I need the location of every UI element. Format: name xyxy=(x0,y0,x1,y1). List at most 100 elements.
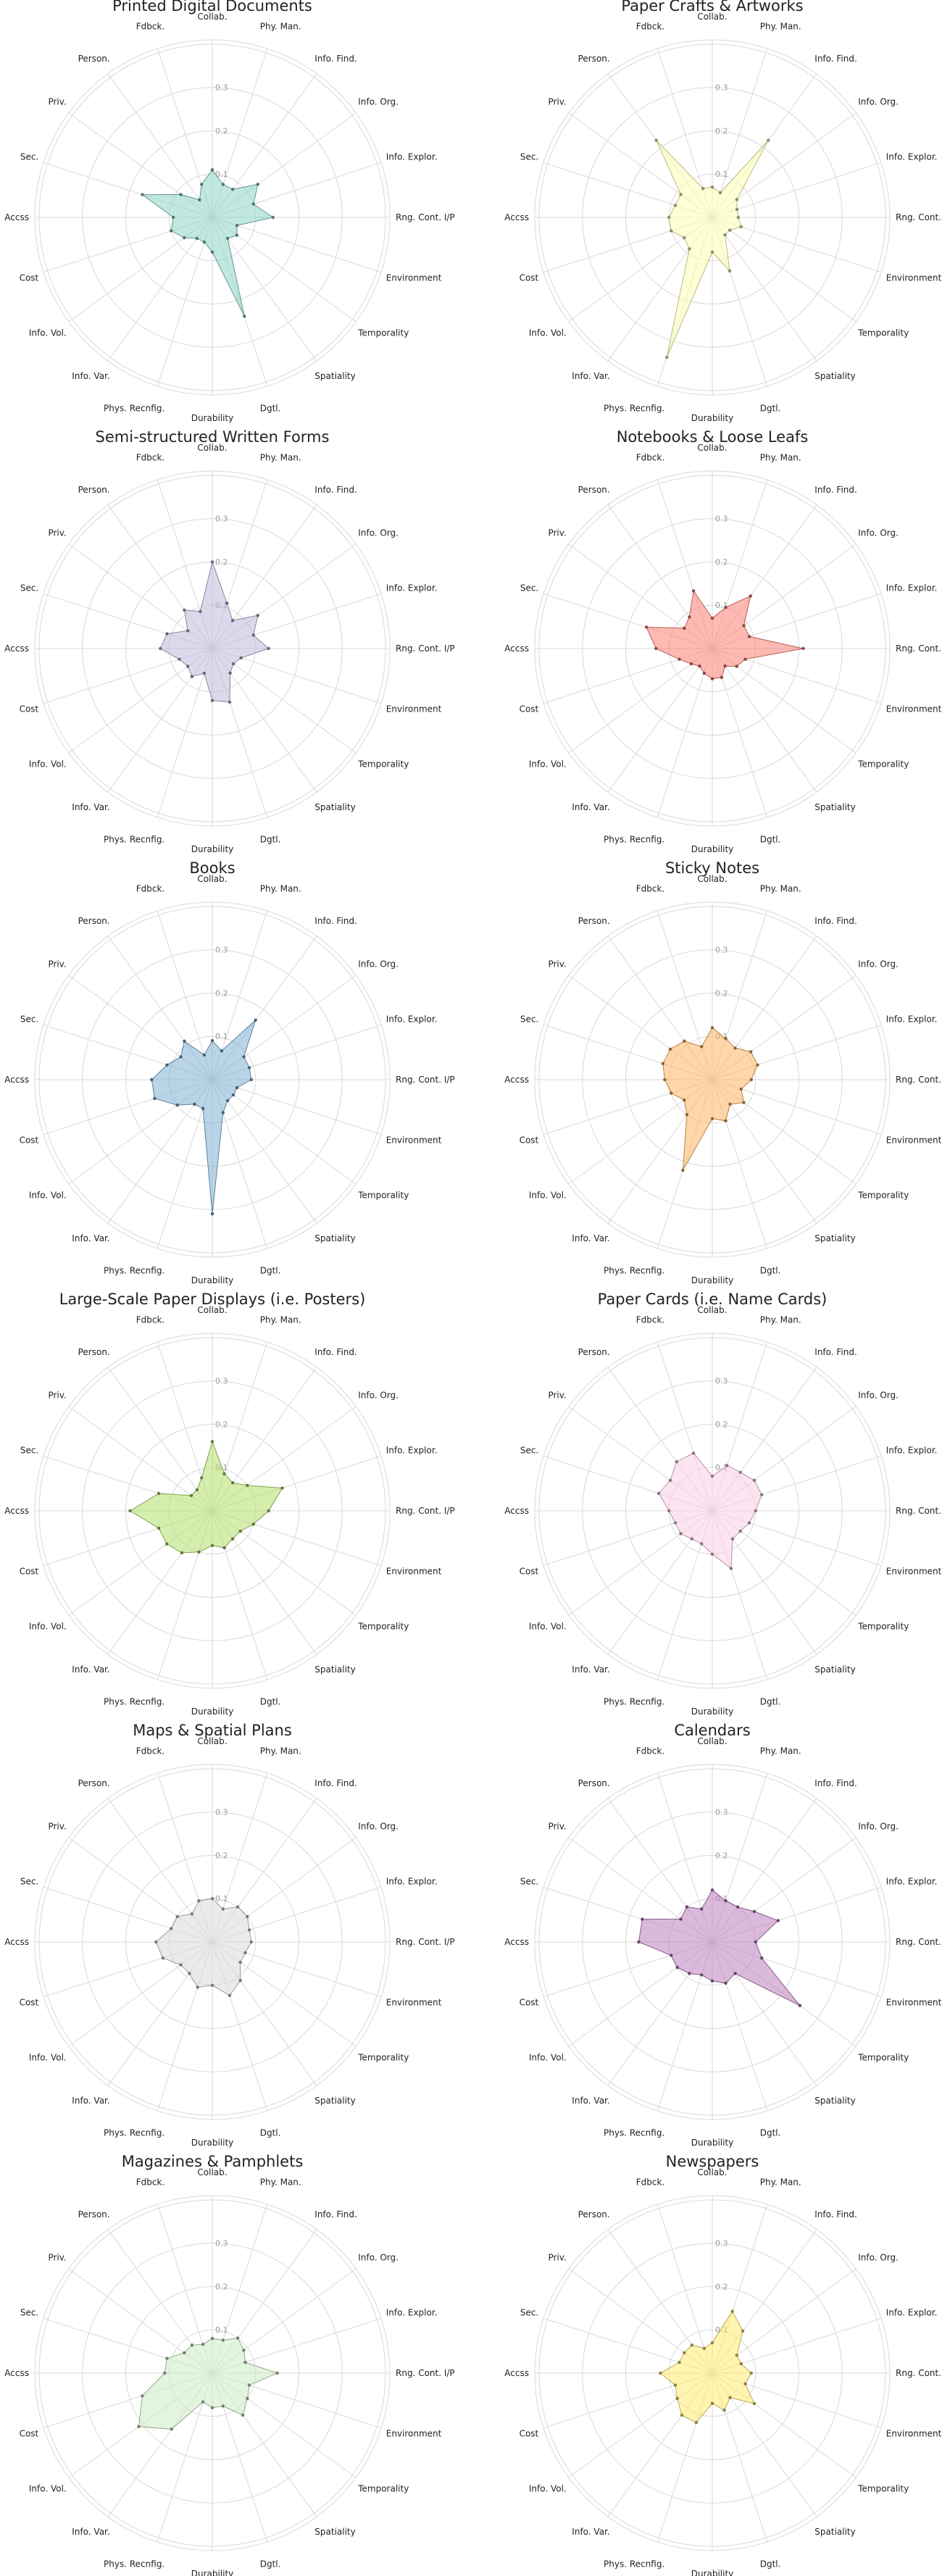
series-area xyxy=(151,1019,257,1214)
axis-label: Rng. Cont. I/P xyxy=(396,643,455,654)
axis-label: Fdbck. xyxy=(136,2177,165,2187)
axis-label: Phys. Recnfig. xyxy=(104,2128,164,2138)
data-point xyxy=(241,2413,245,2417)
axis-label: Info. Explor. xyxy=(886,1876,938,1886)
data-point xyxy=(743,657,747,661)
data-point xyxy=(172,215,175,220)
data-point xyxy=(243,2361,247,2364)
axis-label: Accss xyxy=(4,212,29,222)
data-point xyxy=(247,1066,251,1070)
data-point xyxy=(246,1914,249,1919)
axis-label: Temporality xyxy=(857,2483,909,2493)
axis-label: Phy. Man. xyxy=(760,452,801,462)
data-point xyxy=(186,664,190,668)
grid-spoke xyxy=(107,1367,213,1512)
data-point xyxy=(694,2421,698,2425)
axis-label: Fdbck. xyxy=(636,21,665,31)
data-point xyxy=(189,1493,193,1498)
data-point xyxy=(661,1062,664,1066)
axis-label: Durability xyxy=(191,413,234,423)
data-point xyxy=(225,236,230,241)
series-area xyxy=(638,1889,801,2006)
axis-label: Spatiality xyxy=(314,1233,355,1243)
data-point xyxy=(710,1888,714,1892)
axis-label: Environment xyxy=(386,1998,442,2008)
radial-tick-label: 0.1 xyxy=(215,2325,228,2335)
axis-label: Temporality xyxy=(357,2052,409,2062)
axis-label: Info. Org. xyxy=(858,959,899,970)
radial-tick-label: 0.3 xyxy=(715,514,728,524)
data-point xyxy=(230,1481,235,1485)
data-point xyxy=(190,1912,194,1916)
axis-label: Accss xyxy=(4,2368,29,2378)
axis-label: Rng. Cont. I/P xyxy=(396,2368,455,2378)
axis-label: Person. xyxy=(578,916,610,926)
axis-label: Temporality xyxy=(857,1190,909,1200)
axis-label: Accss xyxy=(504,1937,529,1947)
grid-spoke xyxy=(712,48,768,218)
axis-label: Spatiality xyxy=(314,802,355,812)
data-point xyxy=(673,1521,678,1525)
axis-label: Priv. xyxy=(548,97,566,107)
radar-panel: Paper Cards (i.e. Name Cards)0.10.20.3Co… xyxy=(504,1291,942,1717)
axis-label: Spatiality xyxy=(814,1233,855,1243)
data-point xyxy=(157,1526,161,1530)
data-point xyxy=(163,2371,167,2375)
axis-label: Person. xyxy=(78,54,110,64)
axis-label: Phys. Recnfig. xyxy=(604,835,664,845)
grid-spoke xyxy=(712,217,856,322)
data-point xyxy=(725,1464,729,1467)
axis-label: Collab. xyxy=(197,12,227,22)
axis-label: Spatiality xyxy=(314,1664,355,1675)
data-point xyxy=(760,1956,764,1960)
axis-label: Info. Explor. xyxy=(386,151,438,162)
axis-label: Priv. xyxy=(48,1822,66,1832)
data-point xyxy=(675,2396,679,2401)
axis-label: Priv. xyxy=(48,1391,66,1401)
axis-label: Info. Vol. xyxy=(29,1190,67,1200)
data-point xyxy=(670,1954,673,1957)
data-point xyxy=(729,1567,733,1570)
data-point xyxy=(254,1018,257,1022)
radar-panel: Large-Scale Paper Displays (i.e. Posters… xyxy=(4,1291,454,1717)
radial-tick-label: 0.2 xyxy=(215,2282,228,2291)
axis-label: Info. Org. xyxy=(358,959,399,970)
radial-tick-label: 0.1 xyxy=(215,1894,228,1904)
radial-tick-label: 0.3 xyxy=(215,946,228,955)
axis-label: Priv. xyxy=(548,959,566,970)
data-point xyxy=(710,1475,714,1478)
grid-spoke xyxy=(212,648,357,754)
grid-spoke xyxy=(157,217,213,387)
axis-label: Info. Org. xyxy=(358,1822,399,1832)
data-point xyxy=(767,138,770,142)
data-point xyxy=(739,2362,743,2366)
data-point xyxy=(798,2004,802,2007)
data-point xyxy=(183,2351,186,2355)
data-point xyxy=(724,1119,728,1123)
data-point xyxy=(710,2341,714,2345)
data-point xyxy=(221,2338,225,2342)
data-point xyxy=(701,187,705,191)
data-point xyxy=(251,202,255,206)
data-point xyxy=(683,235,686,240)
data-point xyxy=(720,675,724,679)
axis-label: Person. xyxy=(578,2209,610,2219)
data-point xyxy=(735,198,738,201)
axis-label: Phy. Man. xyxy=(260,1314,301,1325)
data-point xyxy=(738,1470,742,1475)
data-point xyxy=(220,1049,224,1053)
axis-label: Environment xyxy=(386,2429,442,2439)
data-point xyxy=(249,1077,253,1082)
radial-tick-label: 0.2 xyxy=(215,988,228,998)
data-point xyxy=(776,1919,780,1922)
data-point xyxy=(251,633,255,637)
axis-label: Phy. Man. xyxy=(260,2177,301,2187)
data-point xyxy=(249,1940,253,1944)
data-point xyxy=(243,1951,247,1954)
axis-label: Cost xyxy=(520,1135,539,1146)
axis-label: Dgtl. xyxy=(760,2559,781,2569)
axis-label: Phy. Man. xyxy=(760,2177,801,2187)
data-point xyxy=(665,356,669,359)
grid-spoke xyxy=(157,648,213,818)
